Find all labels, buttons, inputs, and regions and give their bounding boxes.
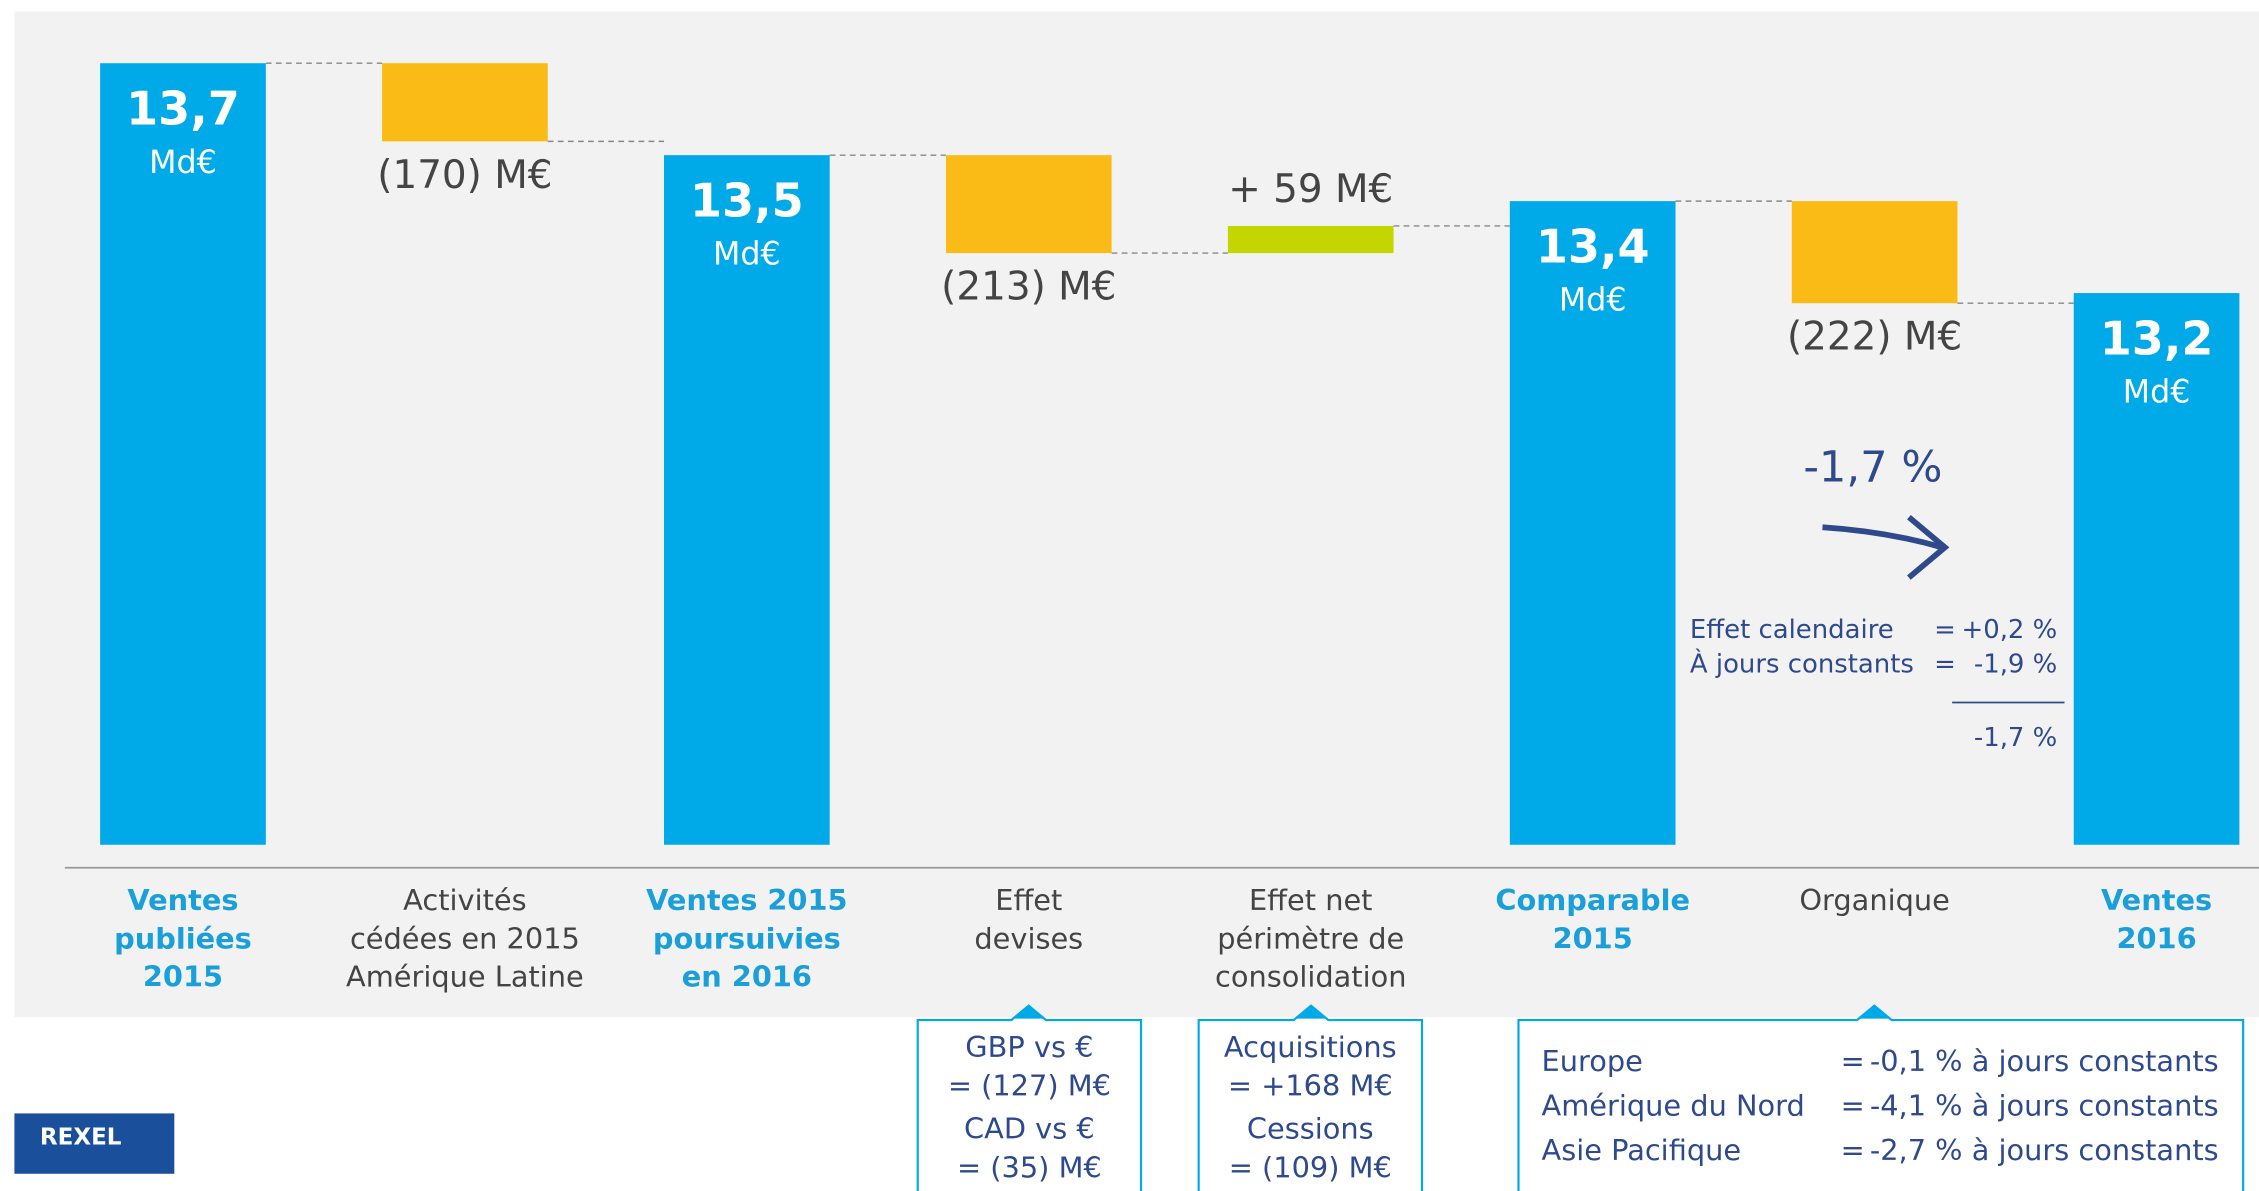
category-label: en 2016 [682,959,812,993]
callout-line: Cessions [1247,1112,1374,1146]
callout-box [1197,1004,1424,1191]
category-label: consolidation [1215,959,1406,993]
total-label: 13,4 [1536,220,1650,274]
callout-eq: = [1841,1133,1865,1167]
callout-notch [1857,1005,1892,1019]
value-label: (222) M€ [1787,315,1962,360]
breakdown-eq: = [1934,615,1956,645]
callout-box [916,1004,1143,1191]
total-label: 13,5 [690,174,804,228]
callout-line: CAD vs € [964,1112,1095,1146]
callout-region: Europe [1542,1044,1643,1078]
category-label: Effet net [1249,883,1373,917]
value-label: (170) M€ [377,153,552,198]
chart-background [14,11,2259,1018]
total-bar [1509,201,1676,845]
total-unit: Md€ [713,237,781,273]
category-label: Ventes 2015 [646,883,847,917]
category-label: Organique [1799,883,1949,917]
arrow-head [1907,515,1950,580]
callout-value: -0,1 % à jours constants [1870,1044,2219,1078]
total-unit: Md€ [2123,375,2191,411]
logo-text: REXEL [40,1124,122,1150]
callout-notch [1011,1005,1046,1019]
value-label: + 59 M€ [1228,167,1393,212]
callout-line: = +168 M€ [1228,1069,1393,1103]
breakdown-value: -1,9 % [1974,650,2057,680]
category-label: 2016 [2116,921,2196,955]
callout-line: = (109) M€ [1229,1150,1392,1184]
callout-eq: = [1841,1089,1865,1123]
category-label: 2015 [143,959,223,993]
delta-bar [382,63,548,142]
category-label: Amérique Latine [346,959,584,993]
callout-region: Asie Pacifique [1542,1133,1742,1167]
callout-eq: = [1841,1044,1865,1078]
category-label: poursuivies [653,921,841,955]
arrow [1822,524,1943,551]
total-unit: Md€ [149,145,217,181]
total-label: 13,7 [126,82,240,136]
category-label: cédées en 2015 [350,921,580,955]
callout-notch [1293,1005,1329,1019]
callout-value: -2,7 % à jours constants [1870,1133,2219,1167]
callout-line: = (35) M€ [957,1150,1102,1184]
callout-line: = (127) M€ [948,1069,1111,1103]
delta-bar [1791,201,1958,304]
category-label: 2015 [1553,921,1633,955]
breakdown-label: Effet calendaire [1690,615,1894,645]
total-bar [100,63,266,845]
total-bar [664,155,830,845]
annotation: -1,7 % [1803,442,1942,492]
value-label: (213) M€ [941,265,1116,310]
logo: REXEL [14,1113,175,1174]
category-label: Ventes [2101,883,2212,917]
breakdown-value: +0,2 % [1962,615,2058,645]
total-label: 13,2 [2100,311,2214,365]
total-bar [2073,293,2240,845]
category-label: publiées [114,921,252,955]
category-label: devises [974,921,1083,955]
category-label: Comparable [1495,883,1690,917]
total-unit: Md€ [1559,283,1627,319]
category-label: Effet [995,883,1062,917]
breakdown-eq: = [1934,650,1956,680]
delta-bar [945,155,1112,254]
callout-line: GBP vs € [965,1030,1093,1064]
category-label: Ventes [127,883,238,917]
callout-region: Amérique du Nord [1542,1089,1805,1123]
logo-box [14,1113,175,1174]
breakdown-label: À jours constants [1690,648,1914,680]
category-label: Activités [403,883,526,917]
delta-bar [1227,225,1394,254]
callout-value: -4,1 % à jours constants [1870,1089,2219,1123]
breakdown-total: -1,7 % [1974,723,2057,753]
category-label: périmètre de [1217,921,1404,955]
callout-line: Acquisitions [1224,1030,1397,1064]
